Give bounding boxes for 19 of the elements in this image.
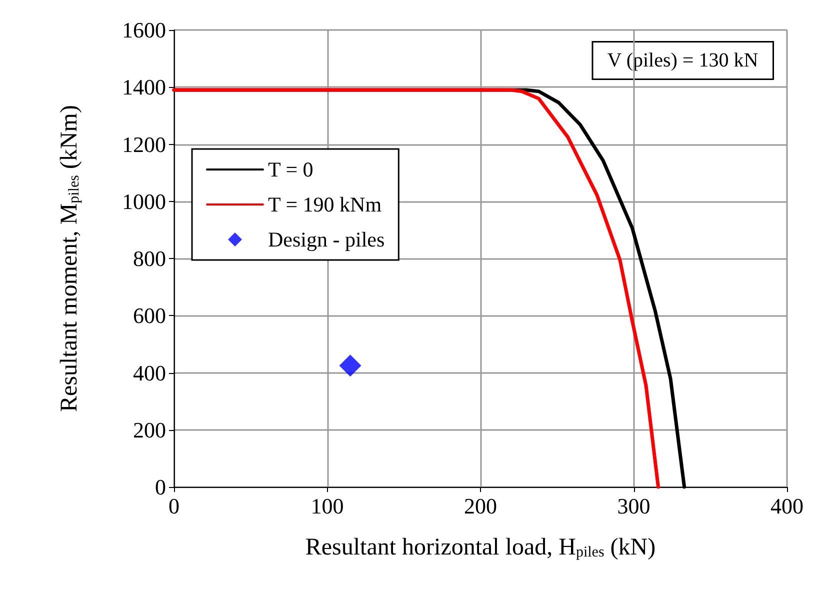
y-tick-label: 1200 [122,132,166,157]
x-tick-label: 200 [464,494,497,518]
x-axis-title: Resultant horizontal load, Hpiles (kN) [305,534,656,560]
y-tick-label: 0 [155,474,166,500]
x-tick-label: 100 [310,494,344,518]
legend-label: Design - piles [268,228,385,252]
y-tick-label: 800 [133,246,166,271]
y-tick-label: 200 [133,417,166,442]
x-tick-label: 400 [770,494,804,518]
y-axis-title: Resultant moment, Mpiles (kNm) [56,105,82,412]
y-tick-label: 400 [133,360,166,386]
legend-label: T = 0 [268,158,314,182]
annotation: V (piles) = 130 kN [607,50,758,72]
legend-label: T = 190 kNm [268,192,382,216]
y-tick-label: 1600 [122,18,166,42]
y-tick-label: 1000 [122,188,166,214]
y-tick-label: 600 [133,303,166,328]
x-tick-label: 300 [617,494,650,518]
y-tick-label: 1400 [122,74,166,100]
